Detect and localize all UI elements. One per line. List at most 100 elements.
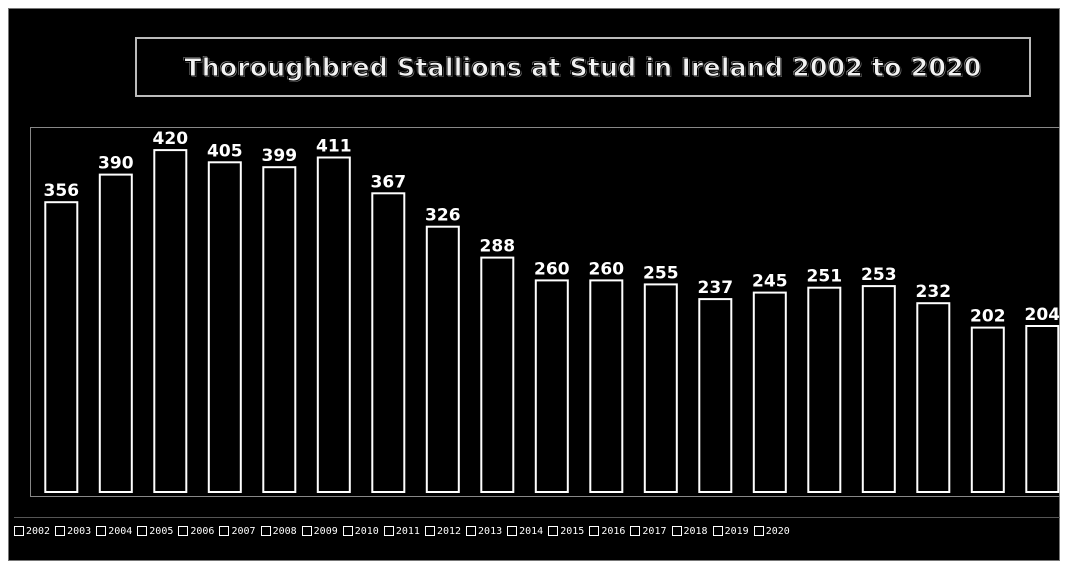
legend-label: 2016 — [601, 525, 626, 537]
bar-value-label-2009: 326 — [425, 206, 461, 226]
legend-swatch — [630, 526, 641, 536]
bar-value-label-2019: 202 — [970, 307, 1006, 327]
legend-swatch — [137, 526, 148, 536]
legend-item-2014: 2014 — [507, 526, 543, 537]
legend-swatch — [260, 526, 271, 536]
bar-2008 — [371, 192, 406, 494]
bar-value-label-2016: 251 — [807, 267, 843, 287]
legend-item-2011: 2011 — [383, 525, 420, 537]
bar-2009 — [425, 225, 460, 493]
bar-value-label-2020: 204 — [1025, 305, 1061, 325]
legend-swatch — [383, 526, 394, 536]
bar-value-label-2013: 255 — [643, 263, 679, 283]
title-box: Thoroughbred Stallions at Stud in Irelan… — [135, 37, 1031, 97]
legend-swatch — [507, 526, 518, 536]
bar-2006 — [262, 166, 297, 493]
plot-area — [30, 127, 1060, 497]
legend-swatch — [301, 526, 312, 536]
bar-2004 — [153, 149, 188, 493]
bar-2007 — [316, 156, 351, 493]
bar-value-label-2007: 411 — [316, 137, 352, 157]
legend-label: 2003 — [67, 525, 92, 537]
legend-item-2020: 2020 — [753, 525, 790, 537]
legend-label: 2011 — [395, 525, 420, 537]
bar-2014 — [698, 298, 733, 493]
bar-value-label-2006: 399 — [262, 146, 298, 166]
legend-swatch — [178, 526, 189, 536]
legend-swatch — [548, 526, 559, 536]
bar-2012 — [589, 279, 624, 493]
legend-label: 2013 — [478, 525, 503, 537]
bar-2019 — [970, 326, 1005, 493]
bar-value-label-2003: 390 — [98, 154, 134, 174]
legend-label: 2004 — [108, 525, 133, 537]
legend-label: 2008 — [272, 525, 297, 537]
bar-2017 — [861, 285, 896, 493]
bar-2013 — [643, 283, 678, 493]
legend-item-2003: 2003 — [55, 526, 91, 537]
bar-2002 — [44, 201, 79, 493]
legend-item-2004: 2004 — [96, 526, 132, 537]
bar-value-label-2017: 253 — [861, 265, 897, 285]
bar-value-label-2004: 420 — [153, 129, 189, 149]
legend-label: 2009 — [313, 525, 338, 537]
bar-2003 — [98, 173, 133, 493]
bar-value-label-2014: 237 — [698, 278, 734, 298]
legend-label: 2018 — [683, 525, 708, 537]
legend-item-2019: 2019 — [712, 525, 749, 537]
legend-label: 2015 — [560, 525, 585, 537]
legend-swatch — [671, 526, 682, 536]
legend-item-2013: 2013 — [466, 526, 502, 537]
legend-swatch — [14, 526, 24, 536]
legend-label: 2005 — [149, 525, 174, 537]
legend-item-2002: 2002 — [14, 526, 50, 537]
bar-value-label-2012: 260 — [589, 259, 625, 279]
chart-title: Thoroughbred Stallions at Stud in Irelan… — [184, 52, 982, 82]
bar-2010 — [480, 256, 515, 493]
legend-item-2009: 2009 — [301, 525, 338, 537]
bar-2018 — [916, 302, 951, 494]
legend-item-2005: 2005 — [137, 526, 173, 537]
legend-item-2016: 2016 — [589, 526, 625, 537]
legend-label: 2019 — [724, 525, 749, 537]
legend-label: 2020 — [765, 525, 790, 537]
legend-swatch — [96, 526, 107, 536]
bar-2020 — [1025, 325, 1060, 493]
legend-label: 2006 — [190, 525, 215, 537]
legend-swatch — [342, 526, 353, 536]
bar-value-label-2010: 288 — [480, 237, 516, 257]
legend-item-2018: 2018 — [671, 525, 708, 537]
legend-item-2010: 2010 — [342, 525, 379, 537]
legend-label: 2017 — [642, 525, 667, 537]
legend-item-2012: 2012 — [424, 525, 462, 537]
legend-label: 2012 — [436, 525, 462, 537]
legend-swatch — [55, 526, 66, 536]
legend-item-2007: 2007 — [219, 525, 256, 537]
legend-item-2006: 2006 — [178, 526, 214, 537]
legend-label: 2010 — [354, 525, 379, 537]
bar-value-label-2018: 232 — [916, 282, 952, 302]
bar-2005 — [207, 161, 242, 494]
legend-swatch — [712, 526, 723, 536]
bar-2016 — [807, 286, 842, 494]
legend-label: 2002 — [26, 525, 51, 537]
bar-value-label-2008: 367 — [371, 172, 407, 192]
bar-value-label-2005: 405 — [207, 141, 243, 161]
legend-swatch — [589, 526, 600, 536]
legend-item-2017: 2017 — [630, 525, 667, 537]
legend-swatch — [424, 526, 435, 536]
legend-swatch — [466, 526, 477, 536]
legend-item-2008: 2008 — [260, 525, 297, 537]
bar-value-label-2011: 260 — [534, 259, 570, 279]
legend-label: 2007 — [231, 525, 256, 537]
legend-swatch — [753, 526, 764, 536]
legend-swatch — [219, 526, 230, 536]
bar-2015 — [752, 291, 787, 493]
legend-label: 2014 — [519, 525, 544, 537]
legend: 2002 2003 2004 2005 2006 2007 2008 2009 2010 2011… — [14, 517, 1060, 544]
bar-2011 — [534, 279, 569, 493]
legend-item-2015: 2015 — [548, 526, 584, 537]
bar-value-label-2002: 356 — [44, 181, 80, 201]
bar-value-label-2015: 245 — [752, 272, 788, 292]
